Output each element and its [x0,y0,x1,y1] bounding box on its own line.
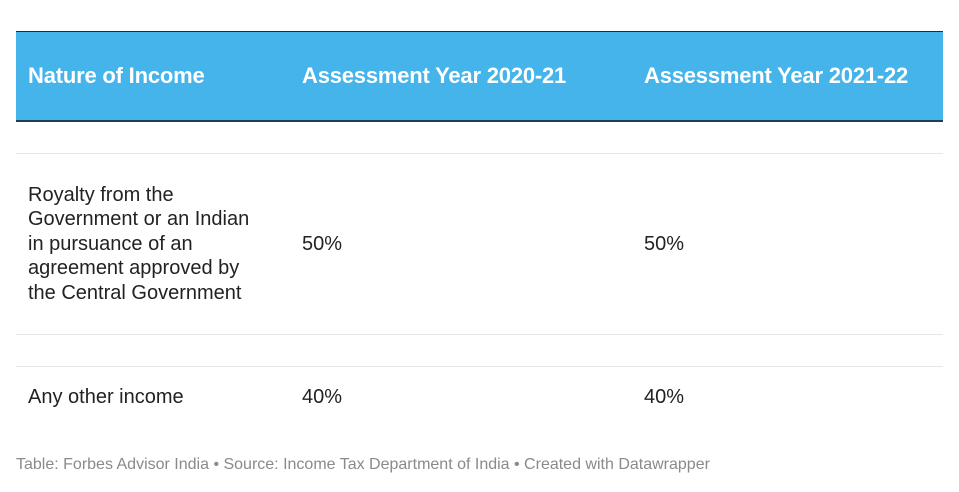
table-cell-ay-2020-21: 50% [302,232,343,255]
table-cell-ay-2021-22: 50% [644,232,685,255]
table-cell-ay-2021-22: 40% [644,385,685,408]
table-source-footer: Table: Forbes Advisor India • Source: In… [16,456,710,473]
table-cell-nature: Royalty from the Government or an Indian… [28,183,250,304]
table-header-row: Nature of Income Assessment Year 2020-21… [16,31,943,122]
column-header-assessment-year-2020-21[interactable]: Assessment Year 2020-21 [302,63,567,88]
row-spacer [16,335,943,367]
row-spacer [16,122,943,154]
table-cell-ay-2020-21: 40% [302,385,343,408]
column-header-nature-of-income[interactable]: Nature of Income [28,63,205,88]
column-header-assessment-year-2021-22[interactable]: Assessment Year 2021-22 [644,63,909,88]
table-row: Any other income 40% 40% [16,367,943,427]
income-tax-table: Nature of Income Assessment Year 2020-21… [16,31,943,427]
table-row: Royalty from the Government or an Indian… [16,154,943,335]
table-cell-nature: Any other income [28,385,184,408]
